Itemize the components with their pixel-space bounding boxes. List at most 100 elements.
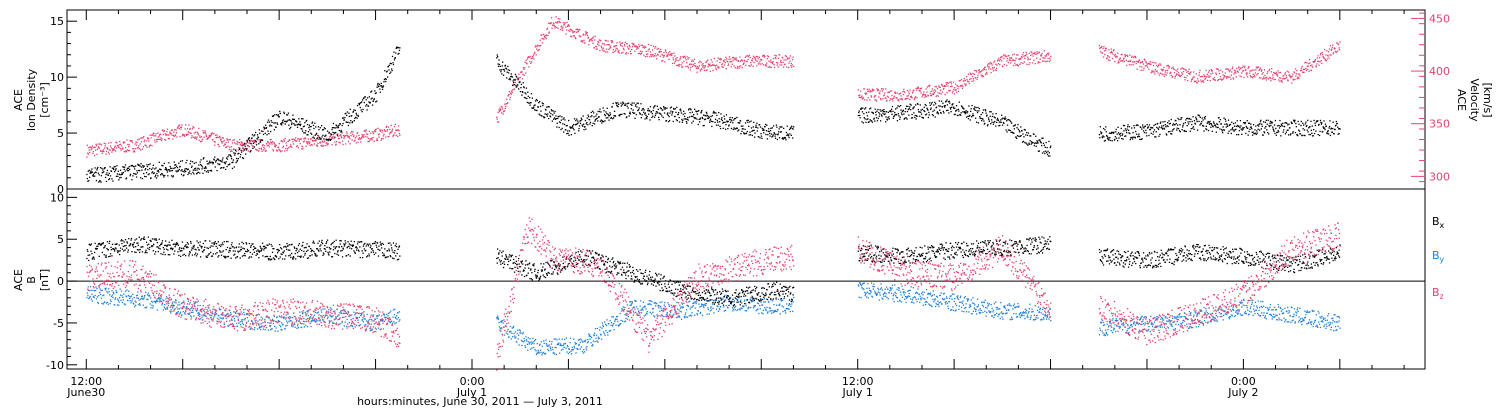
ion-density-point bbox=[742, 128, 744, 130]
ion-density-point bbox=[783, 127, 785, 129]
ion-density-point bbox=[1198, 120, 1200, 123]
velocity-point bbox=[748, 54, 751, 56]
velocity-point bbox=[512, 83, 515, 86]
ion-density-point bbox=[1308, 127, 1310, 129]
ion-density-point bbox=[679, 108, 682, 110]
ion-density-point bbox=[739, 120, 742, 122]
ion-density-point bbox=[1245, 125, 1247, 128]
ion-density-point bbox=[145, 176, 147, 178]
velocity-point bbox=[112, 148, 114, 151]
by-point bbox=[200, 310, 202, 312]
ion-density-point bbox=[306, 134, 308, 136]
ion-density-point bbox=[662, 109, 664, 111]
velocity-point bbox=[748, 65, 750, 67]
ion-density-point bbox=[1332, 127, 1334, 130]
velocity-point bbox=[1045, 60, 1047, 63]
velocity-point bbox=[594, 35, 596, 37]
velocity-point bbox=[533, 58, 535, 60]
ion-density-point bbox=[142, 166, 144, 168]
ion-density-point bbox=[536, 109, 538, 112]
ion-density-point bbox=[1278, 127, 1281, 129]
ion-density-point bbox=[888, 116, 890, 118]
velocity-point bbox=[252, 140, 255, 142]
ion-density-point bbox=[776, 138, 778, 141]
velocity-point bbox=[567, 25, 569, 27]
velocity-point bbox=[1035, 53, 1037, 55]
ion-density-point bbox=[961, 105, 963, 108]
ion-density-point bbox=[964, 111, 966, 113]
ion-density-point bbox=[216, 169, 218, 172]
velocity-point bbox=[542, 38, 544, 40]
velocity-point bbox=[684, 55, 686, 57]
velocity-point bbox=[1168, 66, 1171, 68]
ion-density-point bbox=[351, 115, 353, 117]
ion-density-point bbox=[318, 129, 320, 131]
velocity-point bbox=[362, 135, 364, 137]
by-point bbox=[88, 297, 90, 300]
ion-density-point bbox=[1194, 122, 1196, 124]
ion-density-point bbox=[292, 114, 294, 116]
velocity-point bbox=[946, 92, 948, 94]
ion-density-point bbox=[315, 133, 317, 135]
velocity-point bbox=[659, 51, 661, 53]
ion-density-point bbox=[1192, 126, 1195, 128]
velocity-point bbox=[128, 146, 130, 148]
ion-density-point bbox=[603, 113, 606, 116]
velocity-point bbox=[1007, 61, 1010, 64]
velocity-point bbox=[598, 44, 600, 46]
ion-density-point bbox=[131, 164, 134, 167]
ion-density-point bbox=[127, 170, 129, 172]
ion-density-point bbox=[595, 118, 597, 120]
ion-density-point bbox=[1003, 117, 1005, 120]
velocity-point bbox=[165, 133, 168, 136]
by-point bbox=[195, 301, 197, 303]
ion-density-point bbox=[602, 120, 604, 123]
ion-density-point bbox=[884, 113, 886, 115]
by-point bbox=[223, 314, 225, 316]
velocity-point bbox=[391, 130, 393, 132]
ion-density-point bbox=[124, 164, 127, 166]
ion-density-point bbox=[342, 117, 345, 119]
velocity-point bbox=[125, 151, 128, 153]
ion-density-point bbox=[1108, 132, 1111, 134]
velocity-point bbox=[552, 24, 554, 27]
velocity-point bbox=[177, 126, 179, 128]
velocity-point bbox=[900, 98, 903, 100]
ion-density-point bbox=[574, 132, 576, 134]
ion-density-point bbox=[1244, 123, 1246, 125]
velocity-point bbox=[1174, 77, 1176, 79]
ion-density-point bbox=[911, 113, 913, 116]
velocity-point bbox=[732, 59, 734, 61]
ion-density-point bbox=[965, 111, 967, 114]
velocity-point bbox=[97, 143, 99, 145]
ion-density-point bbox=[538, 113, 540, 115]
ion-density-point bbox=[188, 172, 190, 174]
velocity-point bbox=[1016, 54, 1018, 56]
ion-density-point bbox=[1030, 135, 1032, 137]
ion-density-point bbox=[219, 163, 221, 165]
velocity-point bbox=[1308, 70, 1310, 72]
velocity-point bbox=[644, 55, 646, 58]
velocity-point bbox=[1150, 72, 1152, 74]
ion-density-point bbox=[1311, 132, 1313, 134]
ion-density-point bbox=[1177, 117, 1179, 120]
ion-density-point bbox=[1168, 120, 1170, 122]
velocity-point bbox=[322, 141, 324, 143]
velocity-point bbox=[1307, 65, 1309, 67]
velocity-point bbox=[220, 138, 222, 140]
velocity-point bbox=[597, 41, 599, 43]
ion-density-point bbox=[615, 102, 617, 105]
ion-density-point bbox=[1261, 123, 1263, 125]
ion-density-point bbox=[642, 107, 644, 110]
velocity-point bbox=[1302, 71, 1304, 74]
velocity-point bbox=[767, 56, 770, 58]
velocity-point bbox=[1041, 54, 1043, 56]
ion-density-point bbox=[1179, 131, 1181, 133]
velocity-point bbox=[790, 65, 792, 67]
velocity-point bbox=[348, 135, 350, 137]
ion-density-point bbox=[531, 97, 533, 99]
ion-density-point bbox=[1251, 128, 1253, 130]
velocity-point bbox=[997, 59, 999, 61]
ion-density-point bbox=[965, 116, 968, 118]
by-point bbox=[231, 323, 234, 325]
